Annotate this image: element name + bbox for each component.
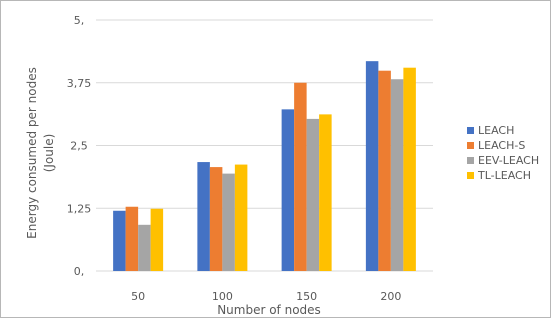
- legend-label: LEACH-S: [478, 139, 525, 152]
- bar: [222, 173, 235, 271]
- x-tick-label: 50: [131, 290, 145, 303]
- bar: [294, 82, 307, 271]
- y-tick-label: 2,5: [70, 140, 88, 153]
- bar-chart: 0, 1,25 2,5 3,75 5, 50 100 150 200 LEACH LEACH-S…: [25, 14, 539, 317]
- bar: [209, 167, 223, 271]
- x-axis-label: Number of nodes: [217, 303, 321, 317]
- bar: [390, 79, 404, 272]
- bar: [306, 118, 320, 271]
- y-axis-label: Energy consumed per nodes: [25, 67, 39, 239]
- x-tick-label: 150: [296, 290, 317, 303]
- bar: [365, 61, 379, 271]
- legend-label: EEV-LEACH: [478, 154, 539, 167]
- chart-frame: 0, 1,25 2,5 3,75 5, 50 100 150 200 LEACH LEACH-S…: [0, 0, 551, 318]
- y-tick-label: 5,: [74, 14, 85, 27]
- bar: [125, 206, 139, 271]
- bar: [113, 210, 126, 271]
- legend-swatch: [467, 127, 474, 134]
- bar: [234, 164, 248, 271]
- y-tick-label: 0,: [74, 265, 85, 278]
- bar: [150, 208, 164, 271]
- legend-swatch: [467, 142, 474, 149]
- x-tick-label: 100: [212, 290, 233, 303]
- y-axis-label-unit: (Joule): [42, 134, 56, 173]
- bar: [281, 109, 295, 271]
- x-tick-label: 200: [380, 290, 401, 303]
- bar: [403, 67, 416, 271]
- legend-swatch: [467, 157, 474, 164]
- legend-label: TL-LEACH: [477, 169, 531, 182]
- bar: [378, 70, 391, 272]
- bar: [319, 114, 332, 271]
- y-tick-label: 3,75: [67, 77, 92, 90]
- bar: [138, 224, 151, 271]
- legend-swatch: [467, 172, 474, 179]
- legend-label: LEACH: [478, 124, 514, 137]
- bar: [197, 162, 210, 271]
- y-tick-label: 1,25: [67, 202, 92, 215]
